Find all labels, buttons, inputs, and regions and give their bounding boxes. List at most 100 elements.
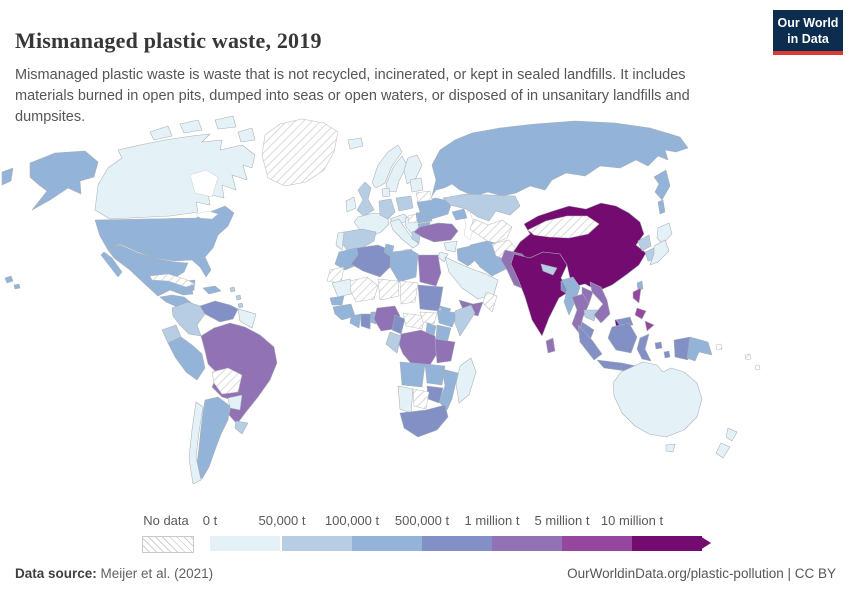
country-colombia[interactable]	[171, 301, 206, 337]
country-south-africa[interactable]	[399, 404, 449, 438]
country-russia-sakhalin[interactable]	[657, 199, 666, 215]
country-saudi-arabia[interactable]	[444, 256, 499, 300]
country-pacific-islands[interactable]	[715, 343, 723, 351]
owid-logo[interactable]: Our World in Data	[773, 10, 843, 55]
country-antilles[interactable]	[235, 294, 242, 301]
country-mexico[interactable]	[107, 244, 196, 297]
country-chile[interactable]	[188, 401, 204, 485]
legend-segment[interactable]	[422, 536, 492, 551]
country-norway[interactable]	[371, 144, 403, 189]
country-png[interactable]	[686, 336, 713, 362]
country-peru[interactable]	[167, 336, 206, 381]
country-antilles[interactable]	[237, 302, 244, 309]
country-indonesia-sumatra[interactable]	[577, 324, 603, 361]
country-mali[interactable]	[349, 276, 379, 303]
country-canada[interactable]	[94, 133, 256, 220]
country-turkey[interactable]	[413, 222, 459, 243]
country-vietnam[interactable]	[589, 281, 611, 324]
country-usa-alaska[interactable]	[29, 150, 99, 211]
country-usa[interactable]	[94, 205, 235, 278]
country-jamaica[interactable]	[182, 289, 194, 296]
credit-link[interactable]: OurWorldinData.org/plastic-pollution | C…	[567, 566, 836, 581]
country-somalia[interactable]	[454, 304, 476, 337]
country-finland[interactable]	[403, 154, 423, 185]
country-angola[interactable]	[399, 361, 426, 388]
country-senegal[interactable]	[329, 295, 345, 306]
country-oman[interactable]	[482, 291, 498, 313]
country-drc[interactable]	[397, 329, 439, 368]
country-japan[interactable]	[649, 239, 670, 266]
country-italy[interactable]	[389, 218, 420, 249]
country-sudan[interactable]	[417, 284, 444, 312]
country-russia-kamchatka[interactable]	[653, 169, 671, 201]
country-niger[interactable]	[377, 278, 400, 301]
country-poland[interactable]	[395, 195, 414, 212]
country-tanzania[interactable]	[434, 338, 456, 364]
country-indonesia-papua[interactable]	[673, 336, 691, 361]
country-taiwan[interactable]	[636, 280, 644, 291]
country-balkans-nodata[interactable]	[407, 213, 418, 224]
country-guyanas[interactable]	[237, 308, 257, 329]
country-western-sahara[interactable]	[326, 266, 345, 284]
country-jordan-israel[interactable]	[437, 251, 449, 263]
country-denmark[interactable]	[381, 187, 391, 198]
country-indonesia-moluccas[interactable]	[654, 341, 663, 350]
country-libya[interactable]	[389, 249, 419, 283]
country-australia[interactable]	[612, 361, 703, 438]
country-australia-tasmania[interactable]	[665, 443, 676, 453]
legend-segment[interactable]	[562, 536, 632, 551]
legend-segment[interactable]	[352, 536, 422, 551]
country-cambodia[interactable]	[583, 309, 598, 322]
country-canada[interactable]	[179, 119, 203, 134]
country-hispaniola[interactable]	[202, 285, 222, 295]
country-chad[interactable]	[399, 280, 419, 305]
country-kazakhstan[interactable]	[442, 193, 521, 222]
country-paraguay[interactable]	[227, 394, 243, 411]
country-central-asia[interactable]	[469, 218, 513, 245]
country-zambia[interactable]	[424, 363, 446, 386]
country-uruguay[interactable]	[234, 420, 249, 435]
country-indonesia-sulawesi[interactable]	[636, 333, 652, 362]
country-sri-lanka[interactable]	[545, 337, 556, 354]
country-north-korea[interactable]	[637, 234, 652, 252]
country-canada[interactable]	[214, 115, 237, 130]
country-mexico[interactable]	[100, 251, 123, 278]
country-venezuela[interactable]	[199, 300, 239, 323]
country-car[interactable]	[402, 312, 426, 330]
country-canada[interactable]	[149, 125, 173, 141]
country-ivory-coast[interactable]	[349, 313, 362, 329]
country-botswana[interactable]	[412, 388, 430, 410]
country-congo-gabon[interactable]	[385, 331, 402, 354]
country-portugal[interactable]	[335, 231, 345, 251]
country-nepal[interactable]	[540, 263, 558, 276]
country-mozambique[interactable]	[438, 368, 459, 411]
country-russia[interactable]	[431, 120, 689, 197]
country-guinea-region[interactable]	[332, 303, 356, 321]
country-bolivia[interactable]	[211, 367, 243, 395]
legend-segment[interactable]	[282, 536, 352, 551]
country-india[interactable]	[510, 251, 571, 337]
country-pacific-islands[interactable]	[754, 364, 761, 371]
country-japan[interactable]	[656, 222, 673, 245]
country-canada[interactable]	[237, 127, 256, 143]
country-egypt[interactable]	[417, 254, 442, 287]
legend-segment[interactable]	[210, 536, 280, 551]
legend-segment[interactable]	[632, 536, 702, 551]
country-uk[interactable]	[356, 181, 375, 217]
country-philippines[interactable]	[644, 320, 655, 332]
country-ghana[interactable]	[360, 313, 372, 330]
country-argentina[interactable]	[195, 396, 231, 480]
country-iceland[interactable]	[347, 137, 364, 150]
country-ukraine[interactable]	[416, 197, 453, 220]
country-antilles[interactable]	[229, 286, 236, 293]
country-baltics[interactable]	[409, 177, 424, 193]
country-greenland[interactable]	[261, 118, 339, 187]
country-ireland[interactable]	[345, 196, 357, 213]
country-south-sudan[interactable]	[419, 311, 438, 325]
country-usa-hawaii[interactable]	[13, 283, 21, 290]
country-cuba[interactable]	[149, 273, 196, 288]
country-russia-chukotka[interactable]	[1, 167, 14, 186]
country-usa-hawaii[interactable]	[4, 275, 14, 284]
country-ethiopia[interactable]	[436, 309, 459, 328]
country-caucasus[interactable]	[451, 208, 468, 221]
